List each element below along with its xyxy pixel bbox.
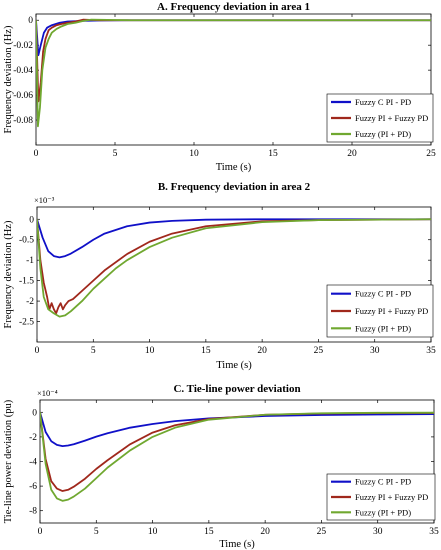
x-tick-label: 20 bbox=[260, 527, 270, 537]
x-tick-label: 0 bbox=[35, 346, 40, 356]
series-line-3 bbox=[36, 18, 431, 128]
y-tick-label: -1.5 bbox=[19, 277, 34, 287]
x-tick-label: 15 bbox=[201, 346, 211, 356]
x-tick-label: 25 bbox=[314, 346, 324, 356]
x-tick-label: 30 bbox=[370, 346, 380, 356]
y-tick-label: -0.5 bbox=[19, 236, 34, 246]
y-tick-label: -0.02 bbox=[13, 41, 33, 51]
legend: Fuzzy C PI - PD Fuzzy PI + Fuzzy PD Fuzzy … bbox=[326, 473, 436, 521]
y-exponent-label: ×10⁻³ bbox=[34, 195, 55, 205]
x-tick-label: 20 bbox=[347, 149, 357, 159]
series-line-1 bbox=[40, 412, 434, 448]
x-tick-label: 0 bbox=[34, 149, 39, 159]
legend-entry: Fuzzy PI + Fuzzy PD bbox=[355, 492, 428, 502]
legend-entry: Fuzzy (PI + PD) bbox=[355, 129, 411, 139]
legend: Fuzzy C PI - PD Fuzzy PI + Fuzzy PD Fuzzy … bbox=[326, 93, 434, 143]
x-tick-label: 5 bbox=[94, 527, 99, 537]
legend-entry: Fuzzy (PI + PD) bbox=[355, 323, 411, 333]
x-tick-label: 20 bbox=[257, 346, 267, 356]
series-line-3 bbox=[40, 411, 434, 502]
y-tick-label: -8 bbox=[29, 507, 37, 517]
y-tick-label: -4 bbox=[29, 458, 37, 468]
chart-panel-1: A. Frequency deviation in area 1 0 5 10 15 20… bbox=[3, 1, 436, 173]
y-axis-label: Frequency deviation (Hz) bbox=[3, 220, 14, 328]
y-tick-label: -0.08 bbox=[13, 116, 33, 126]
series-line-1 bbox=[36, 19, 431, 57]
plot-frame bbox=[36, 206, 432, 343]
legend-entry: Fuzzy PI + Fuzzy PD bbox=[355, 113, 428, 123]
legend-entry: Fuzzy C PI - PD bbox=[355, 97, 411, 107]
x-tick-label: 25 bbox=[317, 527, 327, 537]
x-tick-label: 10 bbox=[189, 149, 199, 159]
x-axis-label: Time (s) bbox=[216, 360, 252, 371]
x-axis-label: Time (s) bbox=[216, 162, 252, 173]
y-tick-label: -2 bbox=[29, 433, 37, 443]
x-tick-label: 35 bbox=[426, 346, 436, 356]
x-tick-label: 5 bbox=[113, 149, 118, 159]
x-tick-label: 15 bbox=[268, 149, 278, 159]
y-tick-label: 0 bbox=[32, 408, 37, 418]
series-line-2 bbox=[37, 218, 431, 315]
y-tick-label: -0.04 bbox=[13, 66, 33, 76]
y-axis-label: Tie-line power deviation (pu) bbox=[3, 399, 14, 523]
series-line-2 bbox=[36, 18, 431, 103]
x-tick-label: 0 bbox=[38, 527, 43, 537]
legend: Fuzzy C PI - PD Fuzzy PI + Fuzzy PD Fuzzy … bbox=[326, 284, 434, 338]
y-tick-label: -6 bbox=[29, 482, 37, 492]
y-tick-label: 0 bbox=[29, 215, 34, 225]
series-line-1 bbox=[37, 218, 431, 259]
legend-entry: Fuzzy C PI - PD bbox=[355, 289, 411, 299]
y-axis-label: Frequency deviation (Hz) bbox=[3, 25, 14, 133]
y-tick-label: -0.06 bbox=[13, 91, 33, 101]
y-tick-label: 0 bbox=[28, 16, 33, 26]
chart-panel-2: B. Frequency deviation in area 2 0 5 10 15 20… bbox=[3, 181, 436, 371]
legend-entry: Fuzzy C PI - PD bbox=[355, 477, 411, 487]
x-axis-label: Time (s) bbox=[219, 539, 255, 550]
chart-panel-3: C. Tie-line power deviation 0 5 10 15 20 25 30 3… bbox=[3, 383, 439, 550]
legend-entry: Fuzzy (PI + PD) bbox=[355, 507, 411, 517]
y-tick-label: -2.5 bbox=[19, 318, 34, 328]
x-tick-label: 35 bbox=[429, 527, 439, 537]
x-tick-label: 10 bbox=[145, 346, 155, 356]
x-tick-label: 15 bbox=[204, 527, 214, 537]
y-exponent-label: ×10⁻⁴ bbox=[37, 388, 58, 398]
series-line-3 bbox=[37, 218, 431, 318]
chart-title: A. Frequency deviation in area 1 bbox=[157, 1, 310, 13]
x-tick-label: 5 bbox=[91, 346, 96, 356]
x-tick-label: 25 bbox=[426, 149, 436, 159]
y-tick-label: -1 bbox=[26, 256, 34, 266]
chart-title: B. Frequency deviation in area 2 bbox=[158, 181, 311, 193]
chart-title: C. Tie-line power deviation bbox=[173, 383, 300, 395]
x-tick-label: 10 bbox=[148, 527, 158, 537]
plot-frame bbox=[35, 13, 432, 146]
legend-entry: Fuzzy PI + Fuzzy PD bbox=[355, 306, 428, 316]
x-tick-label: 30 bbox=[373, 527, 383, 537]
y-tick-label: -2 bbox=[26, 297, 34, 307]
